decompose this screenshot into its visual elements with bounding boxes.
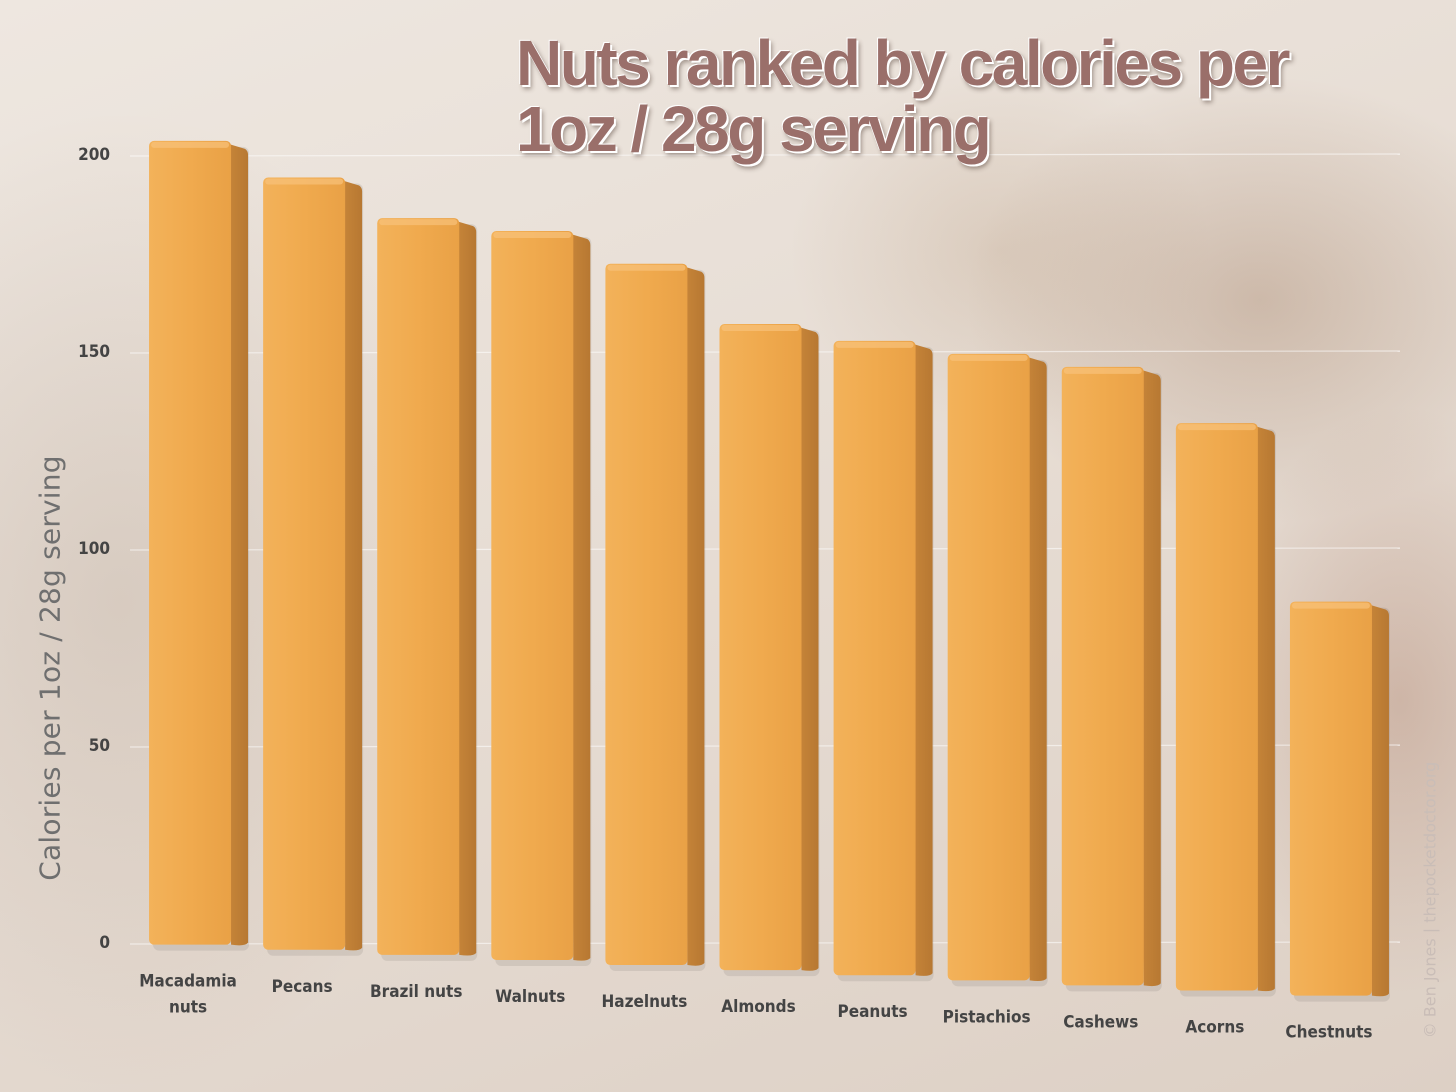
x-tick-label: Pecans (272, 977, 333, 997)
bar-front (377, 218, 460, 955)
bar-top-highlight (1177, 424, 1256, 431)
x-tick-label: Almonds (721, 997, 795, 1017)
bar (377, 218, 478, 961)
y-axis-label: Calories per 1oz / 28g serving (33, 455, 67, 881)
bar-top-highlight (1063, 367, 1142, 374)
bar-front (833, 340, 916, 976)
watermark-text: © Ben Jones | thepocketdoctor.org (1420, 761, 1440, 1039)
bar-front (605, 263, 688, 966)
bar-front (491, 231, 574, 960)
y-axis-ticks: 0 50 100 150 200 (78, 145, 110, 953)
bar-front (1175, 423, 1258, 991)
gridline (129, 153, 1401, 157)
bar (149, 140, 250, 951)
bar-top-highlight (721, 324, 800, 331)
x-tick-label: Brazil nuts (370, 982, 462, 1002)
chart-title: Nuts ranked by calories per 1oz / 28g se… (516, 27, 1290, 165)
x-tick-label: Cashews (1063, 1012, 1138, 1032)
bar (491, 231, 592, 966)
bar (833, 340, 934, 982)
x-tick-label: Walnuts (495, 987, 565, 1007)
y-tick-label: 150 (78, 342, 110, 362)
bar-top-highlight (949, 354, 1028, 361)
bar-top-highlight (151, 141, 230, 148)
y-tick-label: 0 (99, 933, 110, 953)
bar-front (1061, 366, 1144, 986)
bar (605, 263, 706, 972)
x-tick-label: Acorns (1185, 1017, 1244, 1037)
bar (1289, 601, 1390, 1002)
x-tick-label: Peanuts (838, 1002, 908, 1022)
bar-front (1289, 601, 1372, 996)
bar-top-highlight (835, 341, 914, 348)
bar-top-highlight (265, 178, 344, 185)
bar-front (149, 140, 232, 945)
y-tick-label: 50 (89, 736, 110, 756)
bar-front (719, 323, 802, 971)
bar-top-highlight (379, 219, 458, 226)
y-tick-label: 200 (78, 145, 110, 165)
bar-top-highlight (493, 232, 572, 239)
bar (1061, 366, 1162, 992)
bar-front (263, 177, 346, 950)
x-axis-labels: Macadamia nuts Pecans Brazil nuts Walnuts Haz… (139, 972, 1372, 1043)
bar (947, 353, 1048, 987)
bar (719, 323, 820, 977)
x-tick-label: Chestnuts (1285, 1023, 1372, 1043)
bar-top-highlight (1291, 602, 1370, 609)
bar-front (947, 353, 1030, 981)
bar (263, 177, 364, 956)
x-tick-label: Pistachios (943, 1007, 1031, 1027)
x-tick-label: Macadamia nuts (139, 972, 237, 1018)
bars (149, 140, 1390, 1002)
bar (1175, 423, 1276, 997)
y-tick-label: 100 (78, 539, 110, 559)
bar-top-highlight (607, 264, 686, 271)
x-tick-label: Hazelnuts (601, 992, 687, 1012)
